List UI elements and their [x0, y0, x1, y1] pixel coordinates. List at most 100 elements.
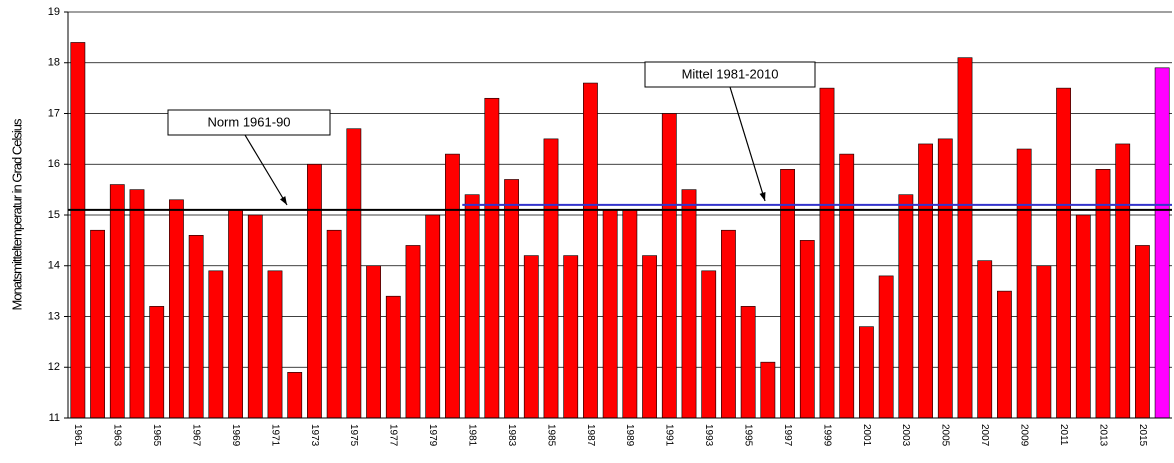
x-tick-label: 1981 [467, 424, 478, 447]
bar [188, 235, 204, 419]
bar [287, 372, 303, 419]
bar [740, 306, 756, 419]
x-tick-label: 1963 [112, 424, 123, 447]
x-tick-label: 1995 [743, 424, 754, 447]
x-tick-label: 1975 [348, 424, 359, 447]
bar [1016, 148, 1032, 419]
bar [425, 214, 441, 419]
annotation-box [167, 109, 331, 136]
x-tick-label: 1971 [269, 424, 280, 447]
bar [109, 184, 125, 419]
bar [208, 270, 224, 419]
bar [70, 42, 86, 419]
bar [1154, 67, 1170, 419]
bar [760, 361, 776, 419]
bar [346, 128, 362, 419]
x-tick-label: 1967 [191, 424, 202, 447]
bar [1075, 214, 1091, 419]
bar [90, 229, 105, 419]
bar [721, 229, 736, 419]
x-tick-label: 2015 [1137, 424, 1148, 447]
bar [701, 270, 717, 419]
arrow-head [280, 196, 287, 205]
bar [622, 209, 638, 419]
y-tick-label: 14 [48, 260, 60, 272]
x-tick-label: 2011 [1058, 424, 1069, 446]
y-tick-label: 17 [48, 107, 60, 119]
bar [977, 260, 993, 419]
bar [464, 194, 480, 419]
bar [642, 255, 657, 419]
x-tick-label: 1965 [151, 424, 162, 447]
annotation-label: Mittel 1981-2010 [682, 66, 779, 81]
x-tick-label: 1999 [821, 424, 832, 447]
bar [602, 209, 618, 419]
x-tick-label: 1969 [230, 424, 241, 447]
bar [504, 179, 519, 419]
bar [681, 189, 697, 419]
bar [385, 295, 401, 419]
bar [366, 265, 381, 419]
x-tick-label: 1987 [585, 424, 596, 447]
bar [661, 113, 677, 419]
bar [1056, 87, 1071, 419]
bar [228, 209, 243, 419]
bar [918, 143, 933, 419]
x-tick-label: 1997 [782, 424, 793, 447]
x-tick-label: 2013 [1097, 424, 1108, 447]
bar [1115, 143, 1131, 419]
bar [169, 199, 184, 419]
bar [859, 326, 874, 419]
arrow-head [759, 192, 766, 201]
bar [523, 255, 539, 419]
bar [247, 214, 263, 419]
x-tick-label: 1979 [427, 424, 438, 447]
x-tick-label: 1977 [388, 424, 399, 447]
bar [267, 270, 283, 419]
x-tick-label: 2003 [900, 424, 911, 447]
annotation-label: Norm 1961-90 [207, 114, 290, 129]
bar [307, 163, 322, 419]
x-tick-label: 1983 [506, 424, 517, 447]
x-tick-label: 1961 [72, 424, 83, 447]
bar [878, 275, 894, 419]
bar [799, 240, 815, 419]
bar [326, 229, 342, 419]
bar [1095, 169, 1111, 419]
x-tick-label: 1991 [664, 424, 675, 447]
annotation-arrow [729, 86, 766, 202]
bar [583, 82, 598, 419]
bar [149, 306, 165, 419]
y-tick-label: 15 [48, 209, 60, 221]
bar [780, 169, 795, 419]
y-tick-label: 11 [49, 412, 60, 424]
y-tick-label: 12 [48, 361, 60, 373]
y-tick-label: 19 [48, 6, 60, 18]
bar [1036, 265, 1052, 419]
bar [937, 138, 953, 419]
bar [819, 87, 835, 419]
x-tick-label: 2007 [979, 424, 990, 447]
y-axis-label: Monatsmitteltemperatur in Grad Celsius [9, 118, 24, 311]
bar [563, 255, 579, 419]
x-tick-label: 2005 [940, 424, 951, 447]
y-tick-label: 16 [48, 158, 60, 170]
bar [1135, 245, 1150, 419]
bar [445, 153, 460, 419]
x-tick-label: 1973 [309, 424, 320, 447]
bar [543, 138, 559, 419]
bar [997, 290, 1012, 419]
y-tick-label: 13 [48, 310, 60, 322]
x-tick-label: 2001 [861, 424, 872, 447]
y-tick-label: 18 [48, 57, 60, 69]
x-tick-label: 1989 [624, 424, 635, 447]
bar [129, 189, 145, 419]
bar [484, 97, 500, 419]
bar [957, 57, 973, 419]
annotation-arrow [244, 134, 288, 206]
bar [405, 245, 421, 419]
x-tick-label: 2009 [1019, 424, 1030, 447]
x-tick-label: 1993 [703, 424, 714, 447]
bar [839, 153, 855, 419]
x-tick-label: 1985 [545, 424, 556, 447]
